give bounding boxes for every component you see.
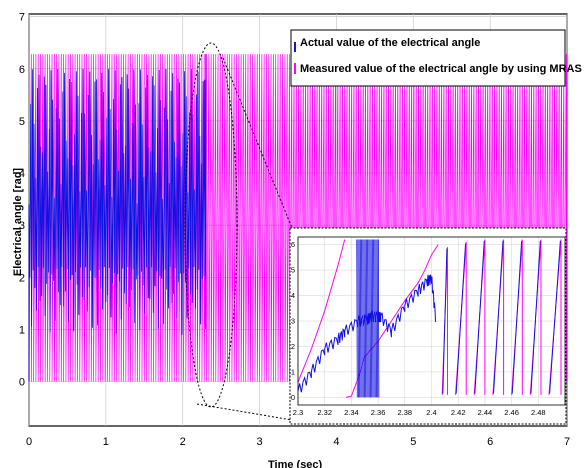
x-axis-label: Time (sec) (268, 459, 323, 468)
inset-x-tick-label: 2.48 (531, 408, 546, 417)
y-tick-label: 7 (19, 12, 25, 24)
y-tick-label: 1 (19, 325, 25, 337)
zoom-ellipse (184, 42, 238, 408)
x-tick-label: 0 (26, 436, 32, 448)
zoom-connector-bottom (196, 403, 293, 421)
inset-y-tick-label: 5 (291, 266, 295, 275)
inset-x-tick-label: 2.38 (397, 408, 412, 417)
x-tick-label: 5 (410, 436, 416, 448)
inset-y-tick-label: 6 (291, 240, 295, 249)
y-tick-label: 5 (19, 116, 25, 128)
inset-x-tick-label: 2.34 (344, 408, 359, 417)
y-tick-label: 4 (19, 168, 25, 180)
inset-x-tick-label: 2.3 (293, 408, 303, 417)
inset-actual-sawtooth (442, 240, 561, 394)
inset-chart: 2.3 2.32 2.34 2.36 2.38 2.4 2.42 2.44 2.46 2.48 0 1… (289, 227, 567, 425)
inset-x-tick-label: 2.32 (317, 408, 332, 417)
y-tick-label: 6 (19, 64, 25, 76)
legend-label-actual: Actual value of the electrical angle (300, 37, 480, 49)
inset-x-tick-label: 2.46 (504, 408, 519, 417)
y-tick-label: 0 (19, 377, 25, 389)
inset-y-tick-label: 4 (291, 291, 295, 300)
inset-x-tick-label: 2.42 (451, 408, 466, 417)
inset-y-tick-label: 0 (291, 393, 295, 402)
x-tick-label: 3 (257, 436, 263, 448)
x-tick-label: 7 (564, 436, 570, 448)
inset-tick-labels: 2.3 2.32 2.34 2.36 2.38 2.4 2.42 2.44 2.46 2.48 0 1… (291, 240, 546, 417)
zoom-connector-top (222, 57, 293, 229)
y-tick-label: 3 (19, 220, 25, 232)
x-tick-label: 2 (180, 436, 186, 448)
inset-series-measured-line (297, 239, 562, 398)
series-actual-line (28, 54, 207, 382)
inset-x-tick-label: 2.44 (478, 408, 493, 417)
y-tick-label: 2 (19, 272, 25, 284)
inset-x-tick-label: 2.4 (426, 408, 436, 417)
inset-y-tick-label: 1 (291, 367, 295, 376)
inset-y-tick-label: 3 (291, 317, 295, 326)
inset-y-tick-label: 2 (291, 342, 295, 351)
x-tick-label: 1 (103, 436, 109, 448)
inset-plot-frame (297, 236, 566, 406)
inset-x-tick-label: 2.36 (371, 408, 386, 417)
legend-label-measured: Measured value of the electrical angle b… (300, 63, 582, 75)
main-tick-labels: 0 1 2 3 4 5 6 7 0 1 2 3 4 5 6 7 (19, 12, 570, 448)
legend-box (290, 29, 566, 87)
x-tick-label: 6 (487, 436, 493, 448)
legend: Actual value of the electrical angle Mea… (290, 29, 582, 87)
inset-actual-dense-block (356, 239, 380, 398)
y-axis-label: Electrical angle [rad] (12, 168, 24, 277)
inset-series (297, 239, 562, 398)
x-tick-label: 4 (333, 436, 339, 448)
inset-background (289, 227, 567, 425)
